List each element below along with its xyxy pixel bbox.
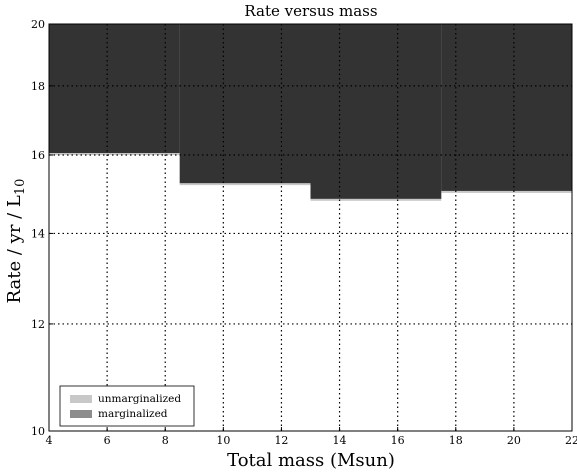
legend-swatch-unmarginalized	[70, 395, 92, 403]
x-tick-label-16: 16	[391, 434, 405, 447]
excluded-region	[49, 24, 572, 199]
y-tick-label-16: 16	[31, 149, 45, 162]
plot-area	[48, 23, 573, 432]
x-tick-label-12: 12	[274, 434, 288, 447]
legend: unmarginalized marginalized	[59, 385, 195, 427]
legend-box	[59, 385, 195, 427]
x-tick-label-4: 4	[46, 434, 53, 447]
y-tick-label-14: 14	[31, 227, 45, 240]
excluded-band-1	[179, 24, 311, 184]
legend-label-unmarginalized: unmarginalized	[98, 393, 181, 405]
x-tick-label-20: 20	[507, 434, 521, 447]
y-tick-label-20: 20	[31, 18, 45, 31]
excluded-band-2	[310, 24, 442, 199]
legend-swatch-marginalized	[70, 410, 92, 418]
grid	[49, 24, 572, 431]
x-tick-label-14: 14	[333, 434, 347, 447]
excluded-band-3	[441, 24, 572, 191]
chart-title: Rate versus mass	[244, 2, 377, 20]
y-tick-label-10: 10	[31, 425, 45, 438]
y-axis-label: Rate / yr / L10	[4, 179, 28, 304]
x-tick-label-22: 22	[565, 434, 577, 447]
plot-frame	[48, 23, 573, 432]
excluded-band-0	[49, 24, 180, 154]
legend-label-marginalized: marginalized	[98, 408, 168, 420]
ticks	[48, 23, 573, 432]
y-axis-label-subscript: 10	[13, 179, 28, 196]
x-axis-label: Total mass (Msun)	[227, 450, 395, 471]
y-axis-label-main: Rate / yr / L	[4, 195, 25, 303]
x-tick-label-10: 10	[216, 434, 230, 447]
x-tick-label-8: 8	[162, 434, 169, 447]
y-tick-label-18: 18	[31, 80, 45, 93]
y-tick-label-12: 12	[31, 318, 45, 331]
x-tick-label-18: 18	[449, 434, 463, 447]
x-tick-label-6: 6	[104, 434, 111, 447]
